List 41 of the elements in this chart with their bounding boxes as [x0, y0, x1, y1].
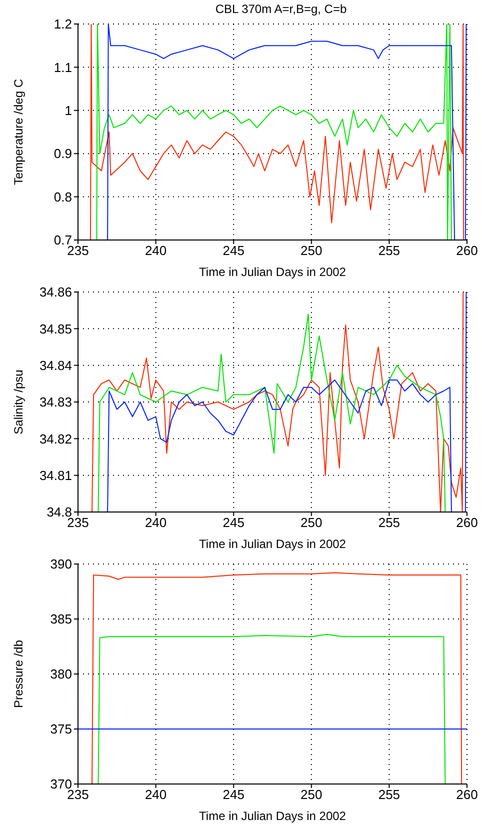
y-tick-label: 34.86: [39, 284, 72, 300]
x-tick-label: 245: [222, 787, 244, 802]
x-tick-label: 250: [300, 515, 322, 530]
x-tick-label: 245: [222, 243, 244, 258]
x-tick-label: 250: [300, 243, 322, 258]
x-tick-label: 260: [456, 515, 478, 530]
x-tick-label: 255: [378, 787, 400, 802]
y-tick-label: 34.82: [39, 431, 72, 446]
x-tick-label: 255: [378, 515, 400, 530]
y-tick-label: 34.85: [39, 321, 72, 336]
y-tick-label: 385: [50, 612, 72, 627]
y-tick-label: 0.9: [54, 146, 72, 162]
y-tick-label: 34.81: [39, 468, 72, 483]
y-tick-label: 390: [50, 556, 72, 572]
y-tick-label: 1: [64, 103, 72, 118]
y-tick-label: 1.2: [54, 16, 72, 32]
x-tick-label: 235: [67, 243, 89, 258]
y-tick-label: 0.8: [54, 189, 72, 204]
x-tick-label: 260: [456, 787, 478, 802]
y-tick-label: 1.1: [54, 60, 72, 75]
y-axis-title: Pressure /db: [11, 640, 26, 708]
x-tick-label: 240: [144, 243, 167, 258]
y-tick-label: 34.83: [39, 394, 72, 410]
x-tick-label: 250: [300, 787, 322, 802]
x-tick-label: 260: [456, 243, 478, 258]
y-tick-label: 375: [50, 722, 72, 737]
line-series: [92, 572, 462, 784]
x-tick-label: 240: [144, 787, 167, 802]
line-series: [98, 314, 446, 512]
y-axis-title: Temperature /deg C: [11, 78, 26, 186]
chart-title: CBL 370m A=r,B=g, C=b: [214, 2, 348, 16]
x-axis-title: Time in Julian Days in 2002: [199, 265, 346, 279]
y-tick-label: 34.84: [39, 358, 72, 373]
x-tick-label: 255: [378, 243, 400, 258]
x-axis-title: Time in Julian Days in 2002: [199, 809, 346, 823]
x-tick-label: 240: [144, 515, 167, 530]
y-tick-label: 380: [50, 666, 72, 682]
y-axis-title: Salinity /psu: [11, 370, 26, 434]
x-axis-title: Time in Julian Days in 2002: [199, 537, 346, 551]
x-tick-label: 245: [222, 515, 244, 530]
line-series: [98, 634, 446, 784]
